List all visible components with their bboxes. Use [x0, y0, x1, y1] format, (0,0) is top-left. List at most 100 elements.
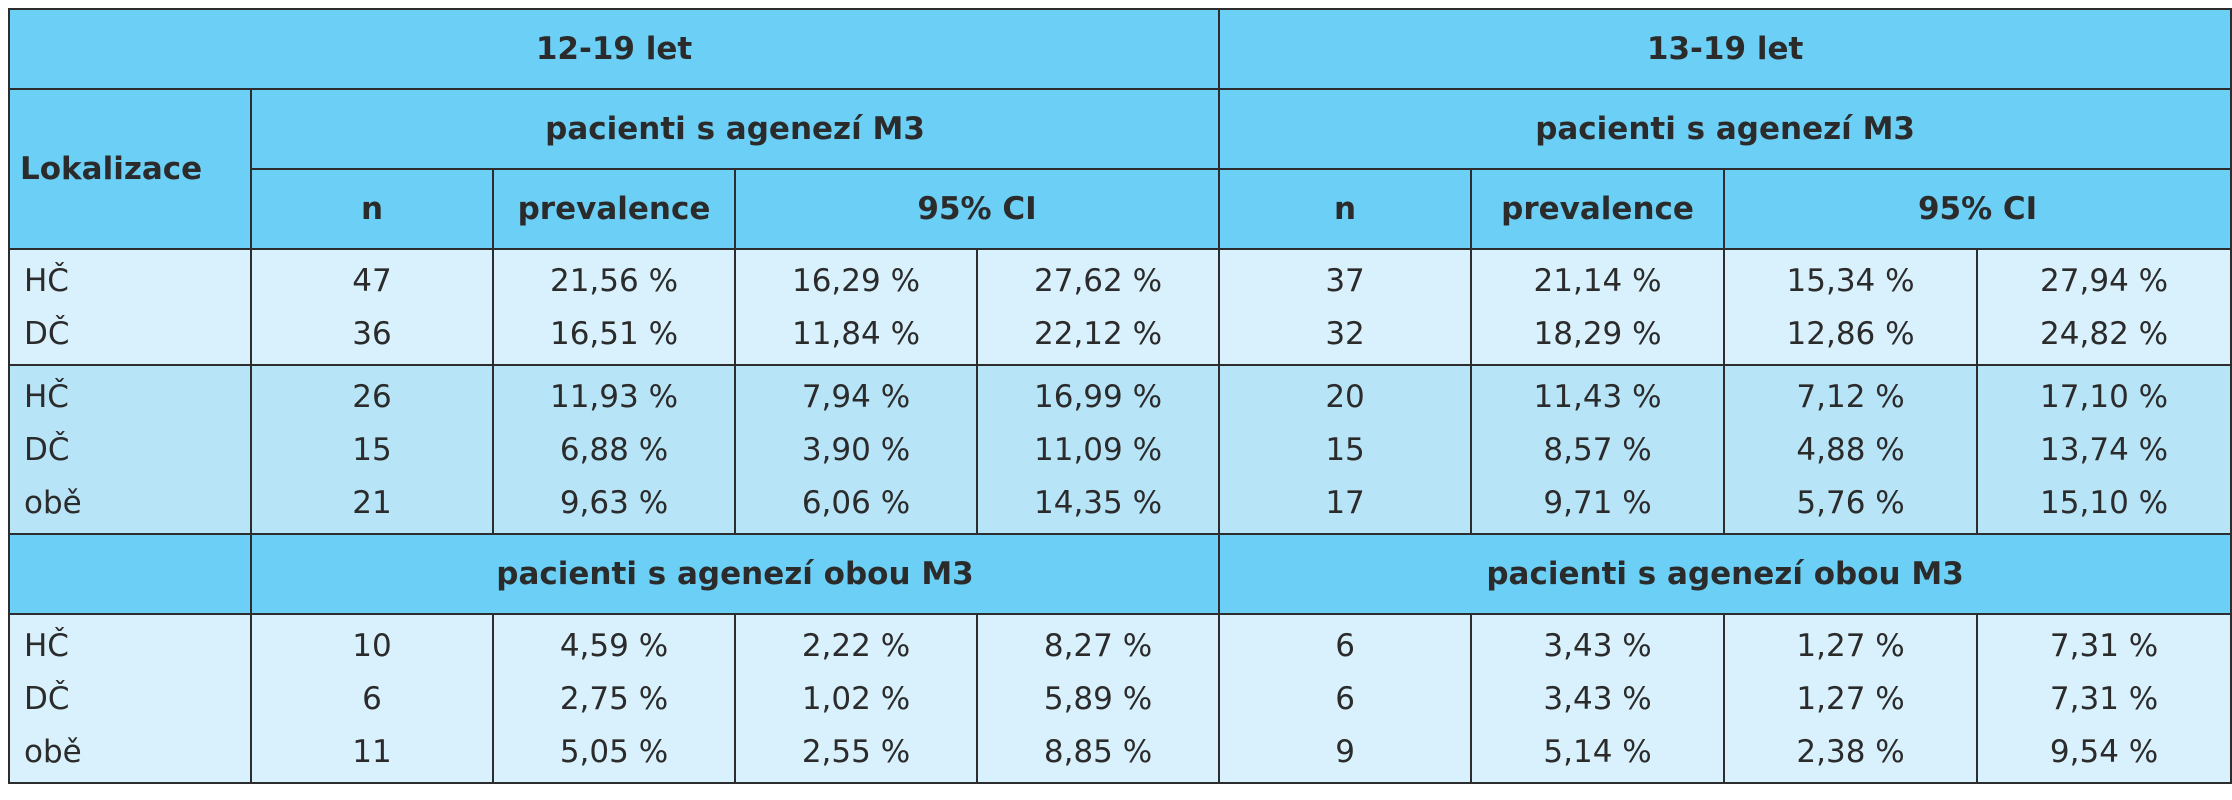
cell-n: 6: [1218, 613, 1473, 672]
subgroup-two-header: pacienti s agenezí obou M3 pacienti s ag…: [8, 533, 2232, 615]
cell-ci-high: 15,10 %: [1976, 476, 2232, 535]
cell-prevalence: 5,05 %: [492, 725, 736, 784]
cell-n: 9: [1218, 725, 1473, 784]
cell-prevalence: 8,57 %: [1470, 423, 1726, 476]
cell-ci-high: 7,31 %: [1976, 613, 2232, 672]
subgroup-header-left: pacienti s agenezí M3: [249, 88, 1221, 170]
cell-ci-high: 8,85 %: [975, 725, 1221, 784]
cell-ci-low: 2,38 %: [1723, 725, 1979, 784]
row-label: DČ: [8, 307, 252, 366]
col-n-left: n: [250, 168, 494, 250]
cell-n: 6: [1218, 672, 1473, 725]
col-n-right: n: [1218, 168, 1473, 250]
subgroup-header-right: pacienti s agenezí M3: [1218, 88, 2232, 170]
table-row: DČ 6 2,75 % 1,02 % 5,89 % 6 3,43 % 1,27 …: [8, 672, 2232, 725]
cell-n: 11: [250, 725, 494, 784]
cell-prevalence: 16,51 %: [492, 307, 736, 366]
cell-n: 47: [250, 248, 494, 307]
table-row: HČ 10 4,59 % 2,22 % 8,27 % 6 3,43 % 1,27…: [8, 613, 2232, 672]
col-ci-right: 95% CI: [1723, 168, 2232, 250]
header-row-columns: n prevalence 95% CI n prevalence 95% CI: [9, 168, 2232, 250]
table-row: obě 21 9,63 % 6,06 % 14,35 % 17 9,71 % 5…: [8, 476, 2232, 535]
cell-ci-low: 2,55 %: [734, 725, 978, 784]
table-row: obě 11 5,05 % 2,55 % 8,85 % 9 5,14 % 2,3…: [8, 725, 2232, 784]
cell-prevalence: 2,75 %: [492, 672, 736, 725]
cell-ci-low: 6,06 %: [734, 476, 978, 535]
cell-ci-high: 8,27 %: [975, 613, 1221, 672]
cell-prevalence: 21,56 %: [492, 248, 736, 307]
cell-ci-high: 22,12 %: [975, 307, 1221, 366]
cell-ci-low: 16,29 %: [734, 248, 978, 307]
header-row-age-groups: 12-19 let 13-19 let: [7, 8, 2232, 90]
row-label: HČ: [8, 364, 252, 423]
lokalizace-header: Lokalizace: [8, 88, 252, 250]
cell-ci-high: 7,31 %: [1976, 672, 2232, 725]
cell-ci-low: 4,88 %: [1723, 423, 1979, 476]
cell-ci-low: 12,86 %: [1723, 307, 1979, 366]
row-label: DČ: [8, 423, 252, 476]
row-label: obě: [8, 725, 252, 784]
cell-ci-high: 27,94 %: [1976, 248, 2232, 307]
header-row-subgroups: Lokalizace pacienti s agenezí M3 pacient…: [8, 88, 2232, 250]
row-label: DČ: [8, 672, 252, 725]
cell-ci-high: 11,09 %: [975, 423, 1221, 476]
table-row: HČ 47 21,56 % 16,29 % 27,62 % 37 21,14 %…: [8, 248, 2232, 307]
cell-prevalence: 11,93 %: [492, 364, 736, 423]
section-three-body: HČ 10 4,59 % 2,22 % 8,27 % 6 3,43 % 1,27…: [8, 613, 2232, 784]
section-two-body: HČ 26 11,93 % 7,94 % 16,99 % 20 11,43 % …: [8, 364, 2232, 535]
cell-n: 36: [250, 307, 494, 366]
cell-prevalence: 3,43 %: [1470, 613, 1726, 672]
cell-prevalence: 18,29 %: [1470, 307, 1726, 366]
cell-prevalence: 21,14 %: [1470, 248, 1726, 307]
cell-ci-high: 17,10 %: [1976, 364, 2232, 423]
cell-n: 10: [250, 613, 494, 672]
col-ci-left: 95% CI: [733, 168, 1221, 250]
cell-ci-low: 1,27 %: [1723, 672, 1979, 725]
cell-n: 15: [250, 423, 494, 476]
row-label: obě: [8, 476, 252, 535]
col-prevalence-left: prevalence: [492, 168, 736, 250]
col-prevalence-right: prevalence: [1470, 168, 1726, 250]
cell-ci-high: 9,54 %: [1976, 725, 2232, 784]
cell-prevalence: 9,71 %: [1470, 476, 1726, 535]
cell-ci-low: 7,94 %: [734, 364, 978, 423]
subgroup-both-header-left: pacienti s agenezí obou M3: [249, 533, 1221, 615]
agenesis-prevalence-table: 12-19 let 13-19 let Lokalizace pacienti …: [7, 8, 2232, 784]
table-row: DČ 15 6,88 % 3,90 % 11,09 % 15 8,57 % 4,…: [8, 423, 2232, 476]
cell-n: 26: [250, 364, 494, 423]
empty-header-cell: [8, 533, 252, 615]
cell-ci-high: 24,82 %: [1976, 307, 2232, 366]
cell-ci-high: 13,74 %: [1976, 423, 2232, 476]
cell-n: 32: [1218, 307, 1473, 366]
row-label: HČ: [8, 248, 252, 307]
cell-ci-low: 15,34 %: [1723, 248, 1979, 307]
subgroup-both-header-right: pacienti s agenezí obou M3: [1218, 533, 2232, 615]
cell-ci-low: 2,22 %: [734, 613, 978, 672]
cell-prevalence: 3,43 %: [1470, 672, 1726, 725]
cell-ci-low: 3,90 %: [734, 423, 978, 476]
cell-n: 15: [1218, 423, 1473, 476]
cell-prevalence: 4,59 %: [492, 613, 736, 672]
cell-ci-low: 1,02 %: [734, 672, 978, 725]
section-one-body: HČ 47 21,56 % 16,29 % 27,62 % 37 21,14 %…: [8, 248, 2232, 366]
cell-ci-high: 14,35 %: [975, 476, 1221, 535]
cell-ci-low: 1,27 %: [1723, 613, 1979, 672]
cell-prevalence: 9,63 %: [492, 476, 736, 535]
cell-ci-low: 5,76 %: [1723, 476, 1979, 535]
cell-ci-high: 27,62 %: [975, 248, 1221, 307]
row-label: HČ: [8, 613, 252, 672]
table-row: HČ 26 11,93 % 7,94 % 16,99 % 20 11,43 % …: [8, 364, 2232, 423]
age-group-header-right: 13-19 let: [1218, 8, 2232, 90]
cell-ci-low: 7,12 %: [1723, 364, 1979, 423]
cell-prevalence: 6,88 %: [492, 423, 736, 476]
age-group-header-left: 12-19 let: [7, 8, 1221, 90]
cell-n: 21: [250, 476, 494, 535]
cell-ci-high: 5,89 %: [975, 672, 1221, 725]
cell-n: 17: [1218, 476, 1473, 535]
cell-n: 6: [250, 672, 494, 725]
header-row-subgroups-both: pacienti s agenezí obou M3 pacienti s ag…: [8, 533, 2232, 615]
cell-n: 37: [1218, 248, 1473, 307]
cell-ci-high: 16,99 %: [975, 364, 1221, 423]
table-row: DČ 36 16,51 % 11,84 % 22,12 % 32 18,29 %…: [8, 307, 2232, 366]
cell-prevalence: 5,14 %: [1470, 725, 1726, 784]
